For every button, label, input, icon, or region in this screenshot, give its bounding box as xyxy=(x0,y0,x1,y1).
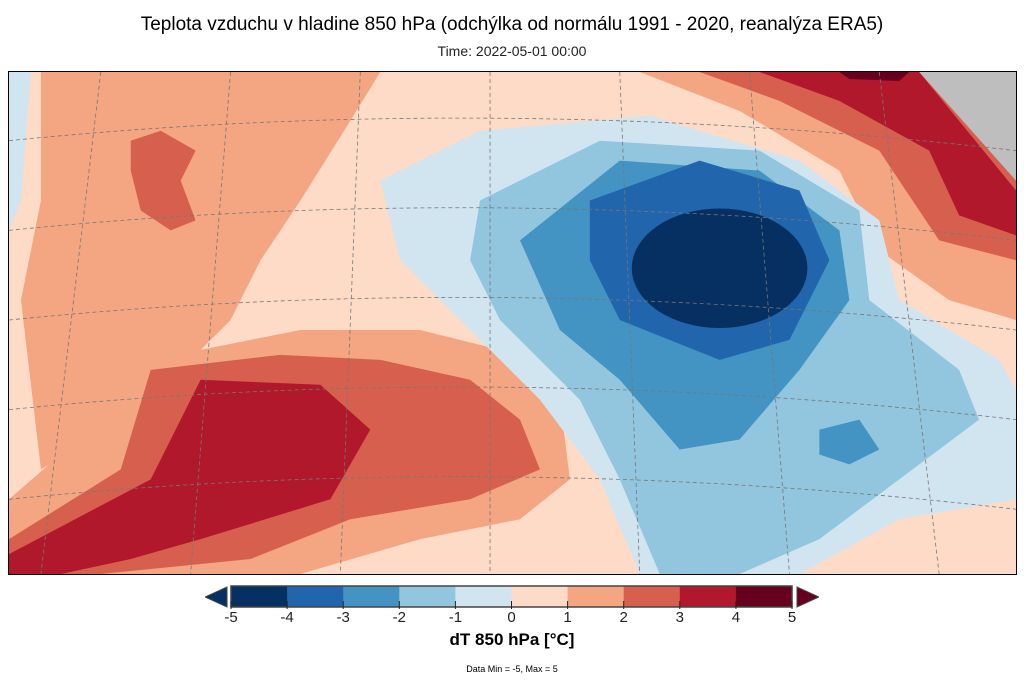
anomaly-3-4-iberia xyxy=(9,379,371,574)
anomaly-neg1-0-west xyxy=(9,72,31,231)
colorbar-tick-label: 1 xyxy=(563,609,572,626)
colorbar-extend-high xyxy=(796,586,819,608)
colorbar-segment xyxy=(231,586,288,607)
colorbar-tick-label: 3 xyxy=(675,609,684,626)
colorbar-segment xyxy=(623,586,681,607)
colorbar-tick-label: 2 xyxy=(619,609,628,626)
colorbar xyxy=(205,585,819,609)
colorbar-tick-label: -4 xyxy=(280,609,294,626)
colorbar-extend-low xyxy=(205,586,228,608)
temperature-anomaly-map xyxy=(8,71,1017,575)
colorbar-label: dT 850 hPa [°C] xyxy=(449,630,575,649)
colorbar-segment xyxy=(287,586,344,607)
colorbar-tick-label: -3 xyxy=(336,609,350,626)
anomaly-neg3-neg2-black-sea xyxy=(819,419,880,465)
anomaly-3-4-northeast xyxy=(759,72,1016,236)
colorbar-tick-label: -5 xyxy=(224,609,238,626)
graticule xyxy=(9,72,1016,574)
colorbar-tick-label: -2 xyxy=(392,609,406,626)
data-range-note: Data Min = -5, Max = 5 xyxy=(466,664,558,674)
map-time: Time: 2022-05-01 00:00 xyxy=(437,43,587,59)
anomaly-neg5-neg4 xyxy=(631,208,808,328)
colorbar-segment xyxy=(679,586,737,607)
anomaly-1-2-west xyxy=(20,72,381,470)
anomaly-4-5 xyxy=(839,72,910,81)
colorbar-tick-label: 0 xyxy=(507,609,516,626)
colorbar-segment xyxy=(511,586,569,607)
colorbar-segment xyxy=(735,586,793,607)
colorbar-tick-label: 5 xyxy=(787,609,797,626)
colorbar-segment xyxy=(567,586,625,607)
colorbar-segment xyxy=(455,586,512,607)
anomaly-2-3-north xyxy=(130,130,196,231)
colorbar-segment xyxy=(399,586,456,607)
colorbar-tick-label: -1 xyxy=(448,609,463,626)
map-title: Teplota vzduchu v hladine 850 hPa (odchý… xyxy=(140,14,884,35)
colorbar-tick-label: 4 xyxy=(731,609,741,626)
colorbar-segment xyxy=(343,586,400,607)
